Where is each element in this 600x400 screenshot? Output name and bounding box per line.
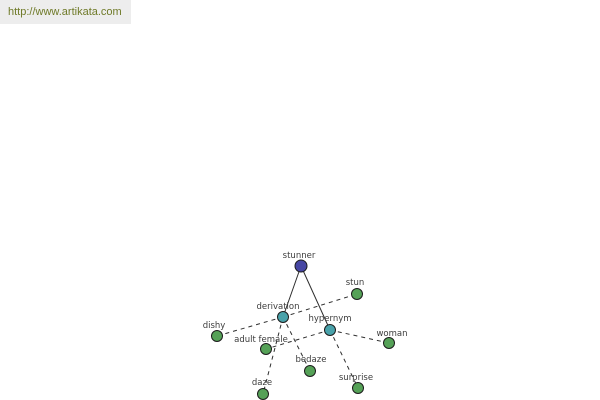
graph-node-bedaze[interactable]	[304, 365, 316, 377]
graph-node-dishy[interactable]	[211, 330, 223, 342]
graph-node-label-woman: woman	[376, 329, 407, 339]
graph-edge-stunner-derivation	[282, 265, 302, 318]
graph-edge-hypernym-adult_female	[265, 329, 331, 350]
graph-edge-derivation-bedaze	[282, 316, 311, 372]
graph-node-label-bedaze: bedaze	[296, 355, 327, 365]
graph-node-stun[interactable]	[351, 288, 363, 300]
graph-node-surprise[interactable]	[352, 382, 364, 394]
site-url-label[interactable]: http://www.artikata.com	[0, 0, 131, 24]
graph-edge-hypernym-surprise	[329, 329, 359, 389]
graph-node-label-adult_female: adult female	[234, 335, 288, 345]
graph-edge-derivation-daze	[262, 316, 284, 395]
graph-node-label-surprise: surprise	[339, 373, 373, 383]
graph-edge-hypernym-woman	[329, 329, 390, 344]
graph-node-label-stun: stun	[346, 278, 365, 288]
graph-node-label-daze: daze	[252, 378, 272, 388]
graph-node-label-stunner: stunner	[283, 251, 316, 261]
graph-node-label-dishy: dishy	[203, 321, 226, 331]
graph-node-label-derivation: derivation	[256, 302, 299, 312]
graph-node-label-hypernym: hypernym	[308, 314, 351, 324]
graph-node-stunner[interactable]	[294, 259, 308, 273]
graph-node-adult_female[interactable]	[260, 343, 272, 355]
graph-edge-derivation-dishy	[216, 316, 284, 337]
graph-edge-stunner-hypernym	[300, 265, 331, 331]
graph-node-derivation[interactable]	[277, 311, 289, 323]
graph-node-daze[interactable]	[257, 388, 269, 400]
graph-node-woman[interactable]	[383, 337, 395, 349]
graph-edge-derivation-stun	[282, 293, 358, 318]
graph-node-hypernym[interactable]	[324, 324, 336, 336]
